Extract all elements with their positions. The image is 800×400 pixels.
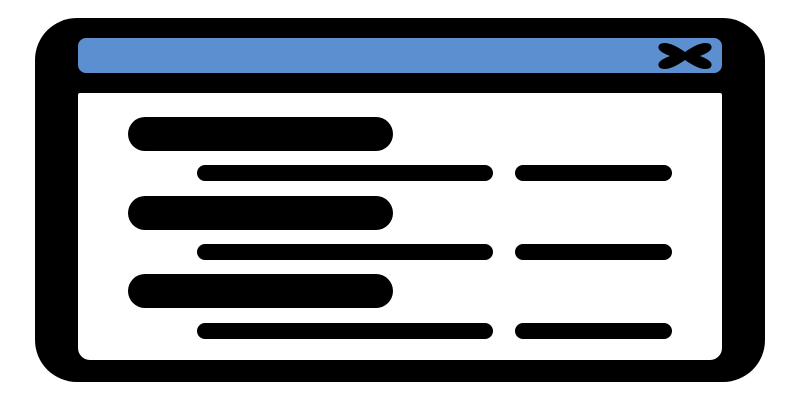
row-label-placeholder [197, 244, 493, 260]
row-value-placeholder [515, 165, 672, 181]
row-label-placeholder [197, 323, 493, 339]
row-value-placeholder [515, 244, 672, 260]
row-value-placeholder [515, 323, 672, 339]
title-bar[interactable] [78, 38, 722, 73]
close-x-icon[interactable] [654, 40, 716, 72]
section-heading-placeholder [128, 117, 393, 151]
section-heading-placeholder [128, 196, 393, 230]
row-label-placeholder [197, 165, 493, 181]
section-heading-placeholder [128, 274, 393, 308]
